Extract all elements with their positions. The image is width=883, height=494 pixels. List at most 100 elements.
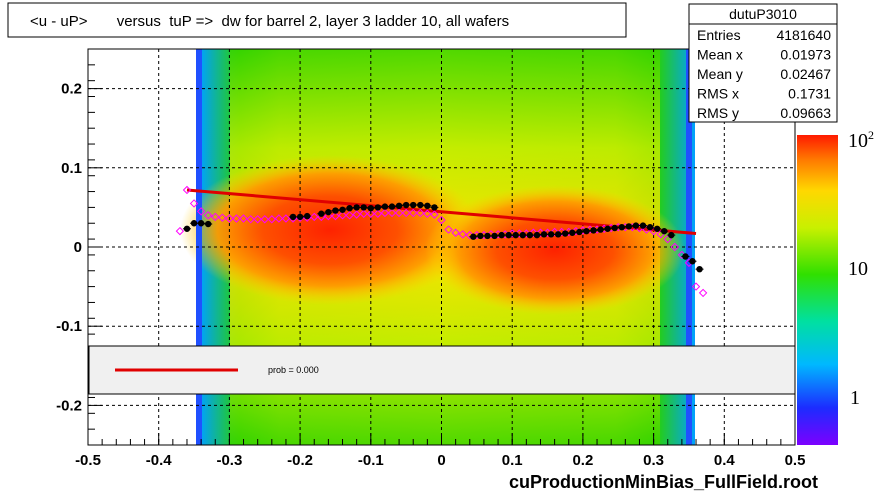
profile-magenta-point <box>698 288 708 298</box>
profile-black-point <box>289 213 297 221</box>
profile-black-point <box>661 227 668 235</box>
legend-prob-text: prob = 0.000 <box>268 365 319 375</box>
profile-magenta-point <box>324 211 333 221</box>
x-tick-label: -0.2 <box>287 452 313 469</box>
profile-black-point <box>204 220 212 228</box>
stats-label: RMS x <box>697 86 739 102</box>
x-tick-label: 0.3 <box>643 452 664 469</box>
stats-rows: Entries 4181640 Mean x 0.01973 Mean y 0.02467… <box>697 27 831 121</box>
profile-black-point <box>431 204 438 211</box>
profile-black-point <box>318 210 325 217</box>
profile-black-point <box>653 225 661 232</box>
profile-black-point <box>583 227 590 235</box>
profile-magenta-point <box>239 214 248 223</box>
stats-box: dutuP3010 Entries 4181640 Mean x 0.01973 Mea… <box>688 3 838 123</box>
profile-magenta-point <box>310 212 319 222</box>
stats-label: Entries <box>697 27 741 43</box>
profile-black-point <box>410 201 417 209</box>
z-tick-1: 1 <box>850 387 860 409</box>
profile-black-point <box>332 207 339 214</box>
profile-magenta-point <box>345 211 354 220</box>
profile-magenta-point <box>352 210 361 219</box>
profile-magenta-point <box>430 210 439 219</box>
stats-name: dutuP3010 <box>729 6 797 22</box>
y-tick-label: 0 <box>74 239 82 256</box>
y-tick-label: -0.2 <box>56 397 82 414</box>
profile-magenta-point <box>211 212 220 222</box>
profile-magenta-point <box>225 214 234 223</box>
z-scale-bar <box>797 135 838 445</box>
profile-black-point <box>569 229 576 236</box>
profile-black-point <box>374 204 382 211</box>
profile-magenta-point <box>274 214 284 223</box>
profile-black-point <box>395 202 403 210</box>
heatmap-peak-right <box>425 185 685 315</box>
profile-magenta-point <box>189 199 199 208</box>
profile-magenta-point <box>401 208 411 218</box>
profile-magenta-point <box>373 209 383 218</box>
profile-black-point <box>402 201 410 209</box>
z-color-scale: 102 10 1 <box>797 128 874 445</box>
x-axis-label: cuProductionMinBias_FullField.root <box>509 472 818 492</box>
profiles <box>175 185 708 298</box>
x-tick-label: 0.5 <box>785 452 806 469</box>
x-tick-label: 0.4 <box>714 452 736 469</box>
profile-magenta-point <box>359 209 368 218</box>
profile-black-point <box>296 213 304 221</box>
x-tick-label: -0.5 <box>75 452 101 469</box>
profile-magenta-point <box>331 211 340 221</box>
x-tick-label: -0.3 <box>216 452 242 469</box>
profile-black-point <box>491 232 498 240</box>
profile-magenta-point <box>691 282 701 291</box>
heatmap-peak-left <box>180 155 480 305</box>
legend-box: prob = 0.000 <box>88 345 796 395</box>
profile-magenta-point <box>196 207 206 216</box>
stats-label: Mean x <box>697 47 743 63</box>
profile-magenta-point <box>451 228 460 237</box>
profile-black-point <box>183 225 191 232</box>
profile-black-point <box>576 228 583 236</box>
z-tick-10: 10 <box>848 258 868 280</box>
profile-magenta-point <box>437 215 446 225</box>
profile-magenta-point <box>387 208 397 218</box>
stats-value: 0.1731 <box>788 86 831 102</box>
x-tick-label: -0.1 <box>358 452 384 469</box>
profile-black-point <box>639 222 647 229</box>
profile-magenta-point <box>550 227 559 237</box>
profile-black-point <box>381 203 389 210</box>
profile-black-point <box>632 222 640 229</box>
profile-magenta-point <box>409 208 418 218</box>
x-tick-label: -0.4 <box>146 452 173 469</box>
profile-magenta-point <box>281 214 291 223</box>
profile-black-point <box>477 232 484 240</box>
profile-black-point <box>417 201 424 209</box>
stats-value: 0.09663 <box>780 105 831 121</box>
profile-magenta-point <box>338 211 347 220</box>
profile-black-point <box>360 204 367 211</box>
profile-black-point <box>388 203 396 210</box>
z-tick-100: 102 <box>848 128 874 152</box>
profile-magenta-point <box>203 211 213 220</box>
profile-black-point <box>190 220 198 227</box>
stats-value: 4181640 <box>776 27 831 43</box>
profile-magenta-point <box>423 209 432 218</box>
y-tick-label: -0.1 <box>56 318 82 335</box>
profile-black-point <box>424 202 431 210</box>
profile-black-point <box>325 208 332 216</box>
profile-black-point <box>533 231 541 239</box>
profile-black-point <box>540 231 548 238</box>
x-tick-label: 0.2 <box>572 452 593 469</box>
stats-value: 0.01973 <box>780 47 831 63</box>
profile-magenta-point <box>232 214 241 223</box>
stats-label: Mean y <box>697 66 743 82</box>
profile-black-point <box>597 226 604 233</box>
profile-magenta-point <box>267 215 277 224</box>
profile-black-point <box>668 231 675 239</box>
profile-black-point <box>682 253 689 260</box>
profile-black-point <box>562 230 569 237</box>
profile-magenta-point <box>394 208 404 218</box>
profile-black-point <box>554 231 562 238</box>
stats-value: 0.02467 <box>780 66 831 82</box>
profile-black-point <box>353 204 360 211</box>
profile-magenta-point <box>260 215 269 224</box>
